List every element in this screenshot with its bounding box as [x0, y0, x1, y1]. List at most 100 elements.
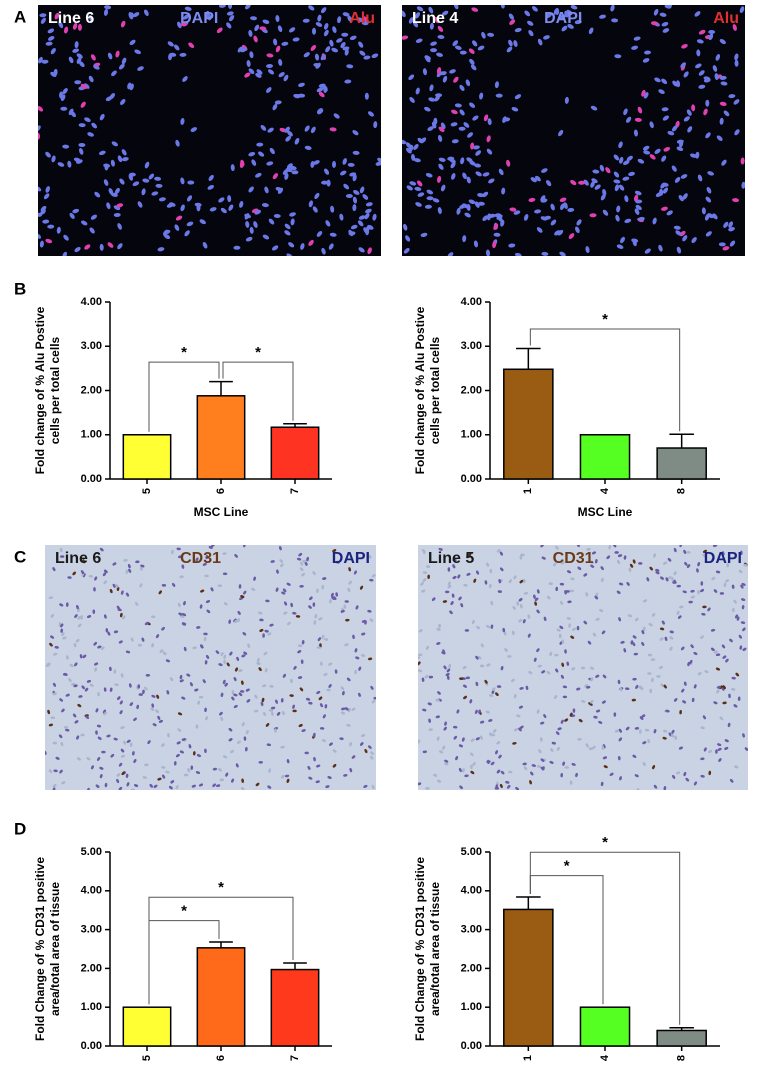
cell — [332, 749, 337, 753]
cell — [496, 741, 501, 745]
cell — [316, 230, 323, 237]
cell — [98, 150, 106, 156]
cell — [556, 628, 561, 632]
cell — [719, 39, 726, 45]
cell — [470, 142, 475, 150]
cell — [302, 559, 307, 563]
cell — [58, 734, 63, 739]
cell — [331, 596, 335, 600]
cell — [123, 558, 128, 562]
cell — [125, 650, 131, 654]
cell — [167, 41, 174, 47]
cell — [133, 758, 137, 764]
x-tick-label: 5 — [141, 488, 153, 494]
cell — [590, 699, 594, 704]
cell — [290, 678, 293, 684]
cell — [652, 217, 657, 225]
cell — [444, 721, 447, 726]
cell — [701, 612, 706, 616]
cell — [508, 13, 515, 20]
cell — [88, 575, 94, 578]
cell — [671, 729, 675, 734]
cell — [187, 180, 195, 185]
cell — [619, 687, 623, 692]
cell — [329, 127, 337, 132]
cell — [458, 126, 466, 131]
cell — [306, 556, 309, 562]
significance-label: * — [255, 344, 261, 361]
cell — [589, 213, 597, 218]
cell — [259, 618, 264, 622]
cell — [120, 98, 126, 105]
cell — [38, 233, 42, 239]
cell — [93, 64, 100, 70]
cell — [536, 609, 540, 614]
cell — [121, 149, 127, 156]
cell — [527, 20, 534, 26]
cell — [365, 208, 372, 214]
cell — [368, 554, 372, 559]
cell — [53, 68, 58, 76]
cell — [452, 576, 457, 580]
cell — [614, 551, 619, 554]
cell — [314, 192, 320, 200]
cell — [733, 99, 740, 105]
cell — [733, 704, 738, 708]
image-background — [45, 545, 376, 790]
cell — [127, 563, 131, 569]
cell — [120, 748, 125, 753]
cell — [602, 674, 607, 679]
cell — [74, 614, 78, 618]
cell — [499, 551, 503, 556]
cell — [95, 784, 100, 788]
cell — [293, 665, 297, 670]
cell — [577, 738, 582, 741]
cell — [708, 29, 716, 34]
cell — [696, 49, 701, 57]
cell — [414, 186, 422, 191]
cell — [546, 595, 551, 600]
cell — [223, 654, 227, 660]
cell — [512, 742, 517, 745]
cell — [281, 41, 289, 46]
cell — [591, 551, 597, 555]
cell — [87, 132, 94, 137]
cell — [726, 562, 730, 568]
cell — [555, 731, 560, 735]
cell — [683, 71, 689, 78]
cell — [52, 692, 57, 696]
cell — [634, 774, 639, 778]
image-label: Line 6 — [55, 550, 101, 567]
cell — [342, 691, 345, 696]
cell — [216, 784, 221, 788]
cell — [260, 124, 267, 131]
cell — [456, 207, 461, 215]
cell — [231, 690, 235, 695]
cell — [176, 547, 181, 551]
cell — [507, 655, 512, 658]
cell — [576, 687, 581, 691]
cell — [459, 204, 466, 209]
cell — [449, 610, 453, 615]
cell — [362, 194, 369, 200]
cell — [326, 179, 331, 187]
cell — [352, 634, 355, 640]
cell — [505, 780, 510, 784]
y-axis-label-line: cells per total cells — [48, 336, 62, 444]
cell — [239, 161, 244, 168]
cell — [628, 567, 632, 573]
cell — [92, 609, 96, 614]
cell — [422, 750, 428, 754]
cell — [197, 700, 200, 705]
cell — [673, 571, 677, 576]
cell — [626, 116, 632, 123]
cell — [690, 644, 694, 649]
cell — [428, 728, 433, 731]
cell — [691, 104, 696, 112]
cell — [253, 576, 256, 581]
cell — [180, 204, 185, 212]
cell — [216, 27, 223, 34]
cell — [406, 147, 412, 154]
cell — [504, 648, 508, 652]
cell — [336, 38, 343, 43]
